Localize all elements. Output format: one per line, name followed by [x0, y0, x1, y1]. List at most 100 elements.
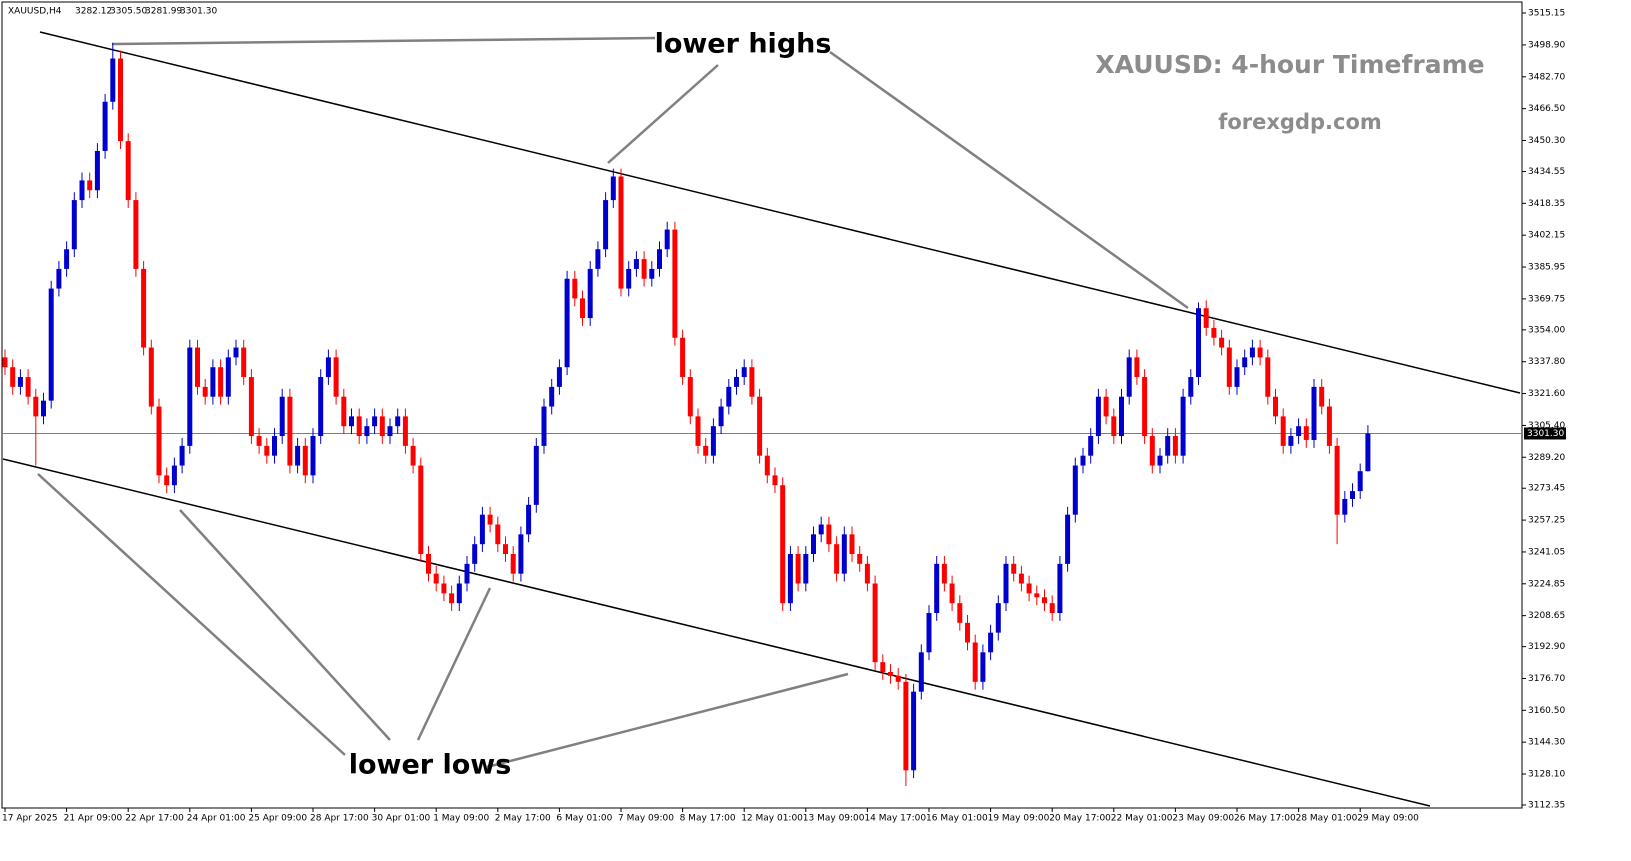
y-tick-label: 3289.20: [1528, 453, 1565, 463]
candle-body: [1065, 514, 1071, 564]
candle-body: [995, 603, 1001, 633]
candles: [2, 42, 1371, 787]
candle-body: [834, 544, 840, 574]
candle-body: [287, 396, 293, 466]
candle-body: [1157, 455, 1163, 466]
x-tick-label: 22 May 01:00: [1111, 814, 1173, 824]
candle-body: [857, 554, 863, 564]
candle-body: [1265, 357, 1271, 397]
candle-body: [426, 554, 431, 574]
candle-body: [256, 436, 262, 446]
candle-body: [803, 554, 809, 584]
current-price-label: 3301.30: [1527, 429, 1564, 439]
y-tick-label: 3498.90: [1528, 40, 1565, 50]
candle-body: [464, 563, 470, 584]
leader-line: [179, 509, 391, 741]
candle-body: [1180, 396, 1186, 456]
candle-body: [1303, 426, 1309, 440]
y-tick-label: 3176.70: [1528, 674, 1565, 684]
candle-body: [79, 180, 85, 201]
leader-line: [37, 473, 346, 756]
candle-body: [195, 347, 200, 387]
candle-body: [187, 347, 193, 446]
x-tick-label: 24 Apr 01:00: [187, 814, 246, 824]
candle-body: [911, 691, 917, 771]
x-tick-label: 29 May 09:00: [1357, 814, 1419, 824]
y-tick-label: 3321.60: [1528, 389, 1565, 399]
candle-body: [1049, 603, 1055, 613]
x-tick-label: 23 May 09:00: [1172, 814, 1234, 824]
candle-body: [1326, 406, 1332, 446]
candle-body: [641, 259, 647, 279]
candle-body: [472, 544, 478, 564]
candle-body: [1072, 465, 1078, 515]
candle-body: [1211, 327, 1217, 338]
candle-body: [680, 337, 686, 378]
candle-body: [10, 367, 16, 387]
candle-body: [972, 642, 978, 682]
candle-body: [872, 583, 878, 663]
candle-body: [1088, 436, 1094, 456]
candle-body: [1234, 367, 1240, 387]
candle-body: [1249, 347, 1255, 358]
candle-body: [479, 514, 485, 545]
candle-body: [949, 583, 955, 604]
candle-body: [241, 347, 247, 378]
leader-line: [111, 36, 656, 46]
candle-body: [1011, 563, 1017, 574]
candle-body: [1342, 498, 1348, 515]
candle-body: [1311, 386, 1317, 440]
candle-body: [441, 583, 447, 594]
x-tick-label: 25 Apr 09:00: [248, 814, 307, 824]
candle-body: [687, 377, 693, 417]
candle-body: [1257, 347, 1263, 358]
x-tick-label: 19 May 09:00: [988, 814, 1050, 824]
y-tick-label: 3385.95: [1528, 263, 1565, 273]
candle-body: [1365, 433, 1371, 472]
candle-body: [580, 298, 585, 319]
current-price-box: [1524, 427, 1566, 440]
candle-body: [133, 200, 139, 269]
y-tick-label: 3450.30: [1528, 136, 1565, 146]
x-tick-label: 28 May 01:00: [1296, 814, 1358, 824]
candle-body: [202, 386, 208, 397]
x-tick-label: 1 May 09:00: [433, 814, 489, 824]
x-tick-label: 30 Apr 01:00: [372, 814, 431, 824]
candle-body: [1334, 445, 1340, 515]
candle-body: [880, 662, 886, 672]
candle-body: [248, 377, 254, 437]
y-tick-label: 3337.80: [1528, 357, 1565, 367]
candle-body: [734, 377, 739, 387]
chart-title: XAUUSD: 4-hour Timeframe: [1095, 50, 1484, 79]
candle-body: [1134, 357, 1140, 378]
candle-body: [1226, 347, 1232, 387]
candle-body: [526, 504, 532, 535]
candle-body: [1126, 357, 1132, 397]
candle-body: [841, 534, 847, 574]
upper-channel-line: [39, 31, 1521, 394]
header-low: 3281.99: [145, 7, 182, 17]
candle-body: [56, 268, 62, 289]
x-tick-label: 12 May 01:00: [741, 814, 803, 824]
candle-body: [718, 406, 724, 427]
candle-body: [764, 455, 770, 476]
y-tick-label: 3369.75: [1528, 294, 1565, 304]
candle-body: [895, 675, 901, 682]
candle-body: [849, 534, 855, 555]
candle-body: [787, 554, 793, 604]
candle-body: [433, 573, 439, 584]
candle-body: [233, 347, 239, 358]
candle-body: [649, 268, 655, 279]
candle-body: [148, 347, 154, 407]
candle-body: [310, 436, 316, 476]
candle-body: [903, 681, 909, 771]
candle-body: [1003, 563, 1009, 604]
candle-body: [48, 288, 54, 401]
candle-body: [703, 445, 709, 456]
candle-body: [918, 652, 924, 692]
candle-body: [264, 445, 270, 456]
y-tick-label: 3208.65: [1528, 611, 1565, 621]
x-tick-label: 21 Apr 09:00: [64, 814, 123, 824]
candle-body: [564, 278, 570, 368]
candle-body: [1034, 593, 1040, 598]
